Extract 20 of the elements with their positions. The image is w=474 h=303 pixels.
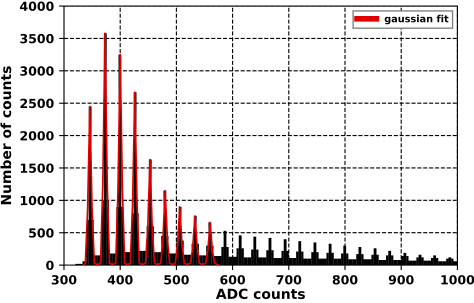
x-tick-label: 500 <box>164 275 189 285</box>
x-tick-label: 1000 <box>441 275 474 285</box>
legend-label: gaussian fit <box>384 14 448 24</box>
y-tick-label: 2500 <box>20 98 54 108</box>
x-tick-label: 900 <box>388 275 414 285</box>
y-axis-title: Number of counts <box>0 66 12 204</box>
y-tick-label: 1000 <box>20 196 54 206</box>
x-tick-label: 400 <box>108 275 133 285</box>
x-tick-label: 600 <box>220 275 246 285</box>
y-tick-label: 3500 <box>20 34 54 44</box>
x-tick-label: 800 <box>332 275 358 285</box>
y-tick-label: 1500 <box>20 163 54 173</box>
y-tick-label: 500 <box>29 228 54 238</box>
x-tick-label: 700 <box>276 275 302 285</box>
y-tick-label: 4000 <box>20 2 54 11</box>
y-tick-label: 3000 <box>20 66 54 76</box>
y-tick-label: 0 <box>46 260 54 270</box>
x-tick-label: 300 <box>52 275 76 285</box>
x-axis-title: ADC counts <box>216 288 305 300</box>
y-tick-label: 2000 <box>20 131 54 141</box>
